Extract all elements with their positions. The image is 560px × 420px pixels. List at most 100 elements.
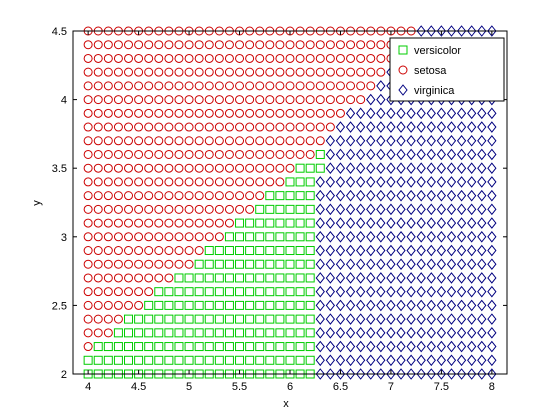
- setosa-point: [265, 81, 275, 91]
- virginica-point: [446, 25, 457, 37]
- setosa-point: [113, 40, 123, 50]
- setosa-point: [93, 273, 103, 283]
- legend-box: [389, 37, 505, 102]
- versicolor-point: [245, 273, 255, 283]
- setosa-point: [113, 300, 123, 310]
- virginica-point: [366, 121, 376, 133]
- setosa-point: [124, 232, 134, 242]
- setosa-point: [144, 259, 154, 269]
- virginica-point: [396, 340, 406, 353]
- setosa-point: [295, 122, 305, 132]
- virginica-point: [396, 148, 406, 161]
- setosa-point: [204, 136, 214, 146]
- versicolor-point: [124, 328, 134, 338]
- versicolor-point: [204, 259, 214, 269]
- versicolor-point: [295, 342, 305, 352]
- x-tick-label: 5.5: [232, 381, 247, 393]
- virginica-point: [356, 121, 366, 133]
- virginica-point: [446, 327, 457, 339]
- setosa-point: [154, 163, 164, 173]
- virginica-point: [315, 340, 325, 353]
- setosa-point: [103, 204, 113, 214]
- setosa-point: [93, 232, 103, 242]
- setosa-point: [103, 81, 113, 91]
- setosa-point: [174, 108, 184, 118]
- virginica-point: [366, 354, 376, 367]
- versicolor-point: [144, 328, 154, 338]
- virginica-point: [416, 162, 426, 175]
- virginica-point: [325, 313, 336, 325]
- setosa-point: [265, 122, 275, 132]
- y-axis-ticks: 2 2.5 3 3.5 4 4.5: [52, 26, 507, 381]
- virginica-point: [456, 230, 467, 243]
- virginica-point: [376, 80, 386, 92]
- setosa-point: [315, 122, 325, 132]
- virginica-point: [315, 189, 325, 202]
- setosa-point: [315, 95, 325, 105]
- virginica-point: [446, 230, 457, 243]
- setosa-point: [103, 232, 113, 242]
- setosa-point: [124, 53, 134, 63]
- x-tick-label: 7.5: [434, 381, 449, 393]
- setosa-point: [103, 67, 113, 77]
- setosa-point: [134, 191, 144, 201]
- setosa-point: [154, 218, 164, 228]
- setosa-point: [134, 67, 144, 77]
- setosa-point: [164, 232, 174, 242]
- versicolor-point: [194, 273, 204, 283]
- setosa-point: [154, 40, 164, 50]
- virginica-point: [426, 285, 436, 298]
- setosa-point: [113, 122, 123, 132]
- virginica-point: [426, 217, 436, 229]
- setosa-point: [113, 232, 123, 242]
- virginica-point: [315, 299, 325, 312]
- virginica-point: [456, 25, 467, 37]
- virginica-point: [467, 134, 477, 147]
- virginica-point: [376, 217, 386, 229]
- virginica-point: [406, 299, 416, 312]
- virginica-point: [416, 134, 426, 147]
- versicolor-point: [265, 204, 275, 214]
- virginica-point: [345, 203, 356, 216]
- virginica-point: [446, 354, 457, 367]
- virginica-point: [356, 258, 366, 271]
- versicolor-point: [214, 259, 224, 269]
- setosa-point: [214, 177, 224, 187]
- setosa-point: [154, 67, 164, 77]
- versicolor-point: [305, 204, 315, 214]
- setosa-point: [245, 40, 255, 50]
- versicolor-point: [174, 273, 184, 283]
- setosa-point: [265, 163, 275, 173]
- virginica-point: [446, 121, 457, 133]
- versicolor-point: [235, 328, 245, 338]
- virginica-point: [416, 230, 426, 243]
- setosa-point: [154, 246, 164, 256]
- y-tick-label: 4.5: [52, 26, 67, 38]
- versicolor-point: [184, 342, 194, 352]
- versicolor-point: [214, 273, 224, 283]
- virginica-point: [467, 299, 477, 312]
- versicolor-point: [255, 314, 265, 324]
- virginica-point: [386, 313, 396, 325]
- setosa-point: [144, 177, 154, 187]
- versicolor-point: [305, 287, 315, 297]
- setosa-point: [164, 108, 174, 118]
- virginica-point: [487, 244, 497, 257]
- versicolor-point: [124, 355, 134, 365]
- virginica-point: [406, 244, 416, 257]
- setosa-point: [235, 53, 245, 63]
- virginica-point: [436, 203, 447, 216]
- setosa-point: [285, 149, 295, 159]
- virginica-point: [467, 354, 477, 367]
- setosa-point: [103, 163, 113, 173]
- virginica-point: [416, 340, 426, 353]
- virginica-point: [356, 203, 366, 216]
- virginica-point: [335, 148, 346, 161]
- setosa-point: [144, 40, 154, 50]
- setosa-point: [93, 287, 103, 297]
- virginica-point: [366, 189, 376, 202]
- versicolor-point: [214, 355, 224, 365]
- virginica-point: [487, 327, 497, 339]
- setosa-point: [235, 204, 245, 214]
- versicolor-point: [275, 287, 285, 297]
